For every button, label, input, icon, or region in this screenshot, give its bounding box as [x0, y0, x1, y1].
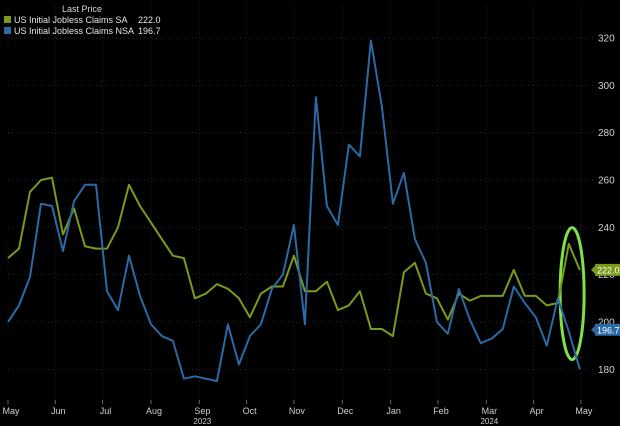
- x-tick-label: Jul: [100, 406, 112, 416]
- end-value-badge: [595, 323, 620, 336]
- series-line-nsa: [7, 39, 581, 383]
- x-tick-label: May: [575, 406, 593, 416]
- x-tick-label: Sep: [194, 406, 210, 416]
- x-tick-label: Dec: [337, 406, 354, 416]
- legend: Last Price US Initial Jobless Claims SA …: [4, 4, 161, 36]
- x-year-label: 2024: [480, 417, 498, 426]
- end-value-label: 222.0: [597, 265, 620, 275]
- y-tick-label: 280: [598, 128, 615, 139]
- end-value-badge: [595, 263, 620, 276]
- y-tick-label: 200: [598, 317, 615, 328]
- end-value-pointer: [591, 265, 595, 274]
- x-tick-label: Nov: [289, 406, 306, 416]
- legend-swatch-nsa: [4, 27, 11, 34]
- x-year-label: 2023: [193, 417, 211, 426]
- y-tick-label: 260: [598, 176, 615, 187]
- y-tick-label: 300: [598, 81, 615, 92]
- x-tick-label: Jan: [386, 406, 401, 416]
- y-tick-label: 180: [598, 365, 615, 376]
- x-tick-label: May: [2, 406, 20, 416]
- legend-swatch-sa: [4, 16, 11, 23]
- legend-label-nsa: US Initial Jobless Claims NSA: [14, 26, 134, 36]
- series-layer: [7, 39, 581, 383]
- x-tick-label: Apr: [530, 406, 544, 416]
- legend-title: Last Price: [62, 4, 102, 14]
- y-tick-label: 240: [598, 223, 615, 234]
- x-tick-label: Feb: [433, 406, 449, 416]
- legend-value-nsa: 196.7: [138, 26, 161, 36]
- legend-label-sa: US Initial Jobless Claims SA: [14, 15, 128, 25]
- x-tick-label: Jun: [51, 406, 66, 416]
- end-value-label: 196.7: [597, 325, 620, 335]
- legend-value-sa: 222.0: [138, 15, 161, 25]
- y-tick-label: 320: [598, 34, 615, 45]
- end-label-layer: 222.0 196.7: [591, 263, 620, 336]
- end-value-pointer: [591, 325, 595, 334]
- x-tick-label: Mar: [482, 406, 498, 416]
- x-tick-label: Oct: [243, 406, 258, 416]
- x-tick-label: Aug: [146, 406, 162, 416]
